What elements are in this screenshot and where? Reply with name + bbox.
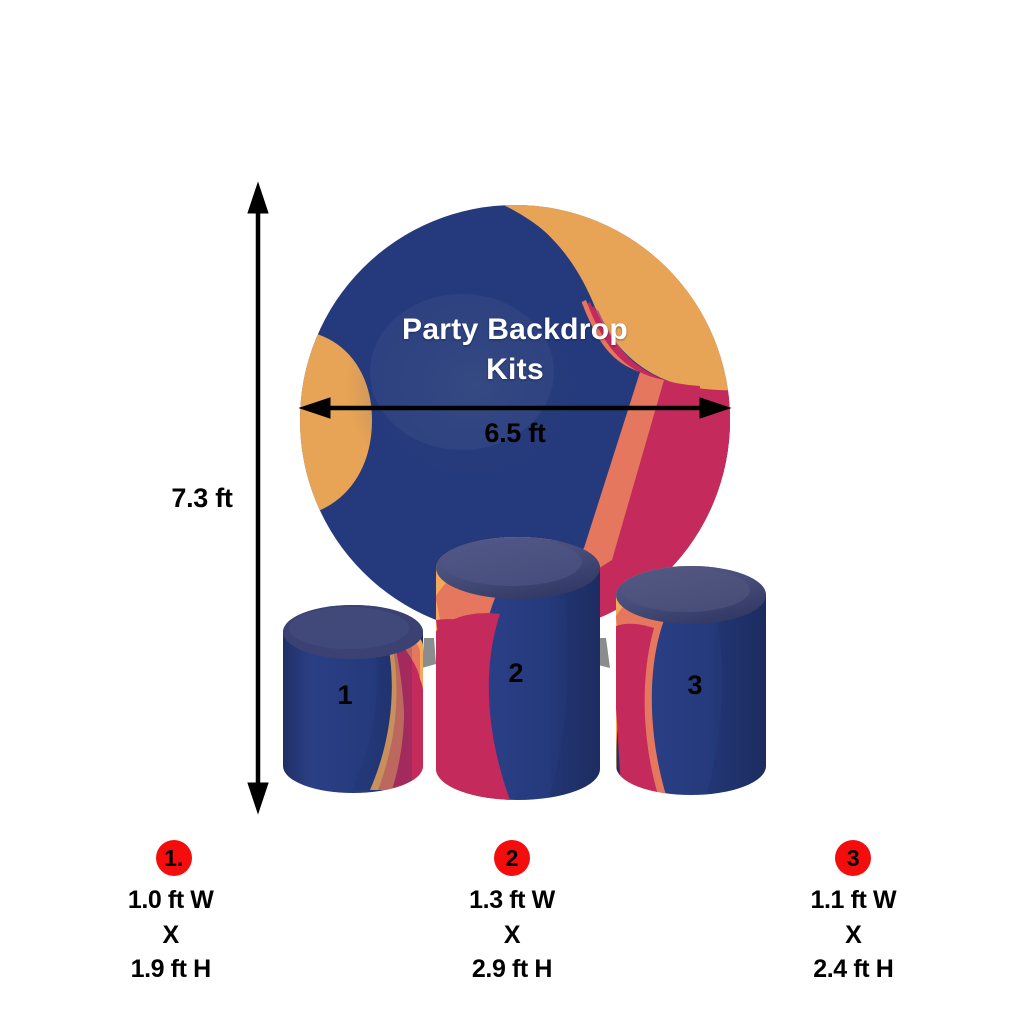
width-dimension-label: 6.5 ft [484, 418, 546, 448]
caption-column-3: 3 1.1 ft W X 2.4 ft H [683, 840, 1024, 1024]
caption-3-height: 2.4 ft H [813, 955, 894, 983]
badge-2: 2 [493, 840, 530, 876]
product-illustration [247, 181, 766, 815]
height-dimension-label: 7.3 ft [171, 483, 233, 513]
caption-row: 1. 1.0 ft W X 1.9 ft H 2 1.3 ft W X 2.9 … [0, 840, 1024, 1024]
caption-1-height: 1.9 ft H [130, 955, 212, 983]
caption-2-height: 2.9 ft H [471, 955, 553, 983]
width-dimension-arrow [298, 397, 732, 419]
cylinder-2 [436, 537, 600, 800]
backdrop-title: Party Backdrop Kits [330, 310, 700, 389]
caption-3-width: 1.1 ft W [810, 886, 897, 914]
cylinder-2-number: 2 [508, 658, 524, 688]
caption-3-separator: X [845, 920, 862, 949]
height-dimension-arrow [247, 181, 269, 815]
caption-1-width: 1.0 ft W [127, 886, 214, 914]
caption-2-width: 1.3 ft W [469, 886, 555, 914]
caption-2-separator: X [503, 920, 521, 949]
caption-column-1: 1. 1.0 ft W X 1.9 ft H [0, 840, 341, 1024]
badge-3: 3 [835, 840, 872, 876]
backdrop-title-line-2: Kits [486, 352, 544, 386]
cylinder-1-number: 1 [337, 680, 353, 710]
backdrop-title-line-1: Party Backdrop [402, 313, 628, 346]
caption-1-separator: X [162, 920, 180, 949]
badge-1: 1. [155, 840, 192, 876]
caption-column-2: 2 1.3 ft W X 2.9 ft H [341, 840, 682, 1024]
cylinder-3-number: 3 [687, 670, 703, 700]
